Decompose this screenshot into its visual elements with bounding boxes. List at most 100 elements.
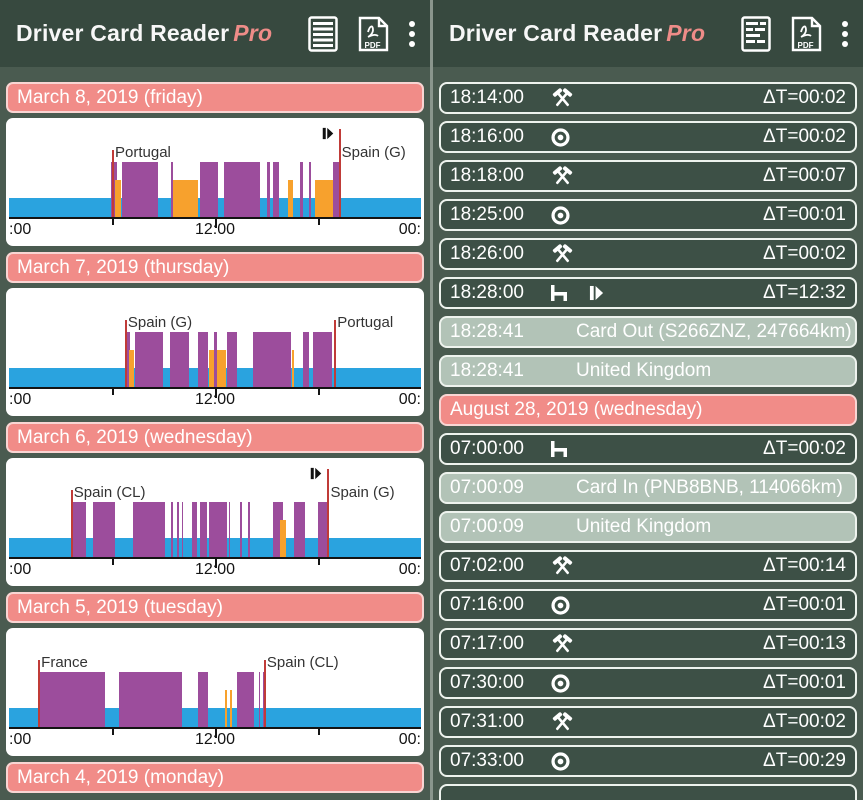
date-header[interactable]: March 5, 2019 (tuesday): [6, 592, 424, 623]
daily-activity-chart[interactable]: Spain (G) Portugal:00 12:00 00:: [6, 288, 424, 416]
activity-segment-drive: [332, 162, 339, 217]
charts-view-button[interactable]: [739, 14, 773, 54]
activity-segment-drive: [191, 502, 197, 557]
event-row[interactable]: 18:14:00 ΔT=00:02: [439, 82, 857, 114]
info-row[interactable]: 18:28:41 United Kingdom: [439, 355, 857, 387]
daily-activity-chart[interactable]: Spain (CL) Spain (G):00 12:00 00:: [6, 458, 424, 586]
axis-tick: [112, 219, 114, 225]
country-label: Spain (G): [341, 144, 406, 161]
delta-time: ΔT=00:02: [763, 438, 846, 459]
card-eject-icon: [589, 285, 604, 301]
document-mini-charts-icon: [741, 15, 771, 52]
activity-segment-drive: [299, 162, 303, 217]
event-row[interactable]: 18:16:00 ΔT=00:02: [439, 121, 857, 153]
overflow-menu-button[interactable]: [839, 18, 851, 50]
report-list-button[interactable]: [306, 14, 340, 54]
event-row[interactable]: 07:17:00 ΔT=00:13: [439, 628, 857, 660]
daily-activity-chart[interactable]: France Spain (CL):00 12:00 00:: [6, 628, 424, 756]
activity-segment-drive: [135, 332, 163, 387]
delta-time: ΔT=00:02: [763, 243, 846, 264]
card-event-icon: [310, 466, 322, 481]
event-row[interactable]: 18:26:00 ΔT=00:02: [439, 238, 857, 270]
event-row[interactable]: 07:02:00 ΔT=00:14: [439, 550, 857, 582]
event-time: 07:31:00: [450, 711, 524, 732]
work-crossed-hammers-icon: [550, 165, 575, 187]
axis-tick-label: 12:00: [194, 561, 236, 578]
event-row[interactable]: 07:00:00 ΔT=00:02: [439, 433, 857, 465]
date-header[interactable]: March 7, 2019 (thursday): [6, 252, 424, 283]
event-row-partial[interactable]: [439, 784, 857, 800]
pdf-export-button[interactable]: PDF: [355, 14, 391, 54]
event-row[interactable]: 18:28:00 ΔT=12:32: [439, 277, 857, 309]
date-label: August 28, 2019 (wednesday): [450, 399, 703, 420]
delta-time: ΔT=00:02: [763, 126, 846, 147]
event-icons: [550, 711, 575, 733]
event-row[interactable]: 07:33:00 ΔT=00:29: [439, 745, 857, 777]
overflow-menu-button[interactable]: [406, 18, 418, 50]
activity-segment-work: [225, 690, 227, 727]
time-axis: [9, 387, 421, 389]
daily-charts-list: March 8, 2019 (friday) Portugal Spain (G):…: [0, 67, 430, 793]
chart-plot: Portugal Spain (G):00 12:00 00:: [9, 118, 421, 246]
activity-segment-work: [129, 350, 135, 387]
activity-segment-work: [115, 180, 122, 217]
rest-bed-icon: [550, 284, 571, 302]
app-bar-right: Driver Card Reader Pro PDF: [433, 0, 863, 67]
activity-segment-drive: [267, 162, 270, 217]
activity-segment-drive: [303, 332, 309, 387]
country-label: Spain (G): [330, 484, 395, 501]
chart-plot: Spain (G) Portugal:00 12:00 00:: [9, 288, 421, 416]
activity-segment-drive: [124, 332, 131, 387]
event-description: United Kingdom: [576, 360, 712, 381]
activity-segment-drive: [181, 502, 184, 557]
axis-tick-label: :00: [9, 391, 32, 408]
activity-segment-drive: [223, 162, 260, 217]
event-time: 07:17:00: [450, 633, 524, 654]
date-header[interactable]: March 4, 2019 (monday): [6, 762, 424, 793]
country-marker-line: [327, 469, 330, 557]
axis-tick: [215, 559, 217, 568]
activity-segment-drive: [237, 672, 255, 727]
country-label: Portugal: [115, 144, 171, 161]
delta-time: ΔT=00:01: [763, 672, 846, 693]
events-list: 18:14:00 ΔT=00:02 18:16:00 ΔT=00:02 18:18:00…: [433, 67, 863, 800]
event-row[interactable]: 07:16:00 ΔT=00:01: [439, 589, 857, 621]
activity-segment-drive: [132, 502, 166, 557]
date-header[interactable]: March 8, 2019 (friday): [6, 82, 424, 113]
activity-segment-drive: [199, 502, 208, 557]
activity-segment-work: [172, 180, 198, 217]
pdf-export-button[interactable]: PDF: [788, 14, 824, 54]
time-axis: [9, 217, 421, 219]
activity-segment-drive: [197, 672, 209, 727]
info-row[interactable]: 18:28:41 Card Out (S266ZNZ, 247664km): [439, 316, 857, 348]
activity-segment-work: [208, 350, 227, 387]
date-header[interactable]: March 6, 2019 (wednesday): [6, 422, 424, 453]
event-description: Card In (PNB8BNB, 114066km): [576, 477, 843, 498]
axis-tick-label: :00: [9, 561, 32, 578]
axis-tick: [318, 219, 320, 225]
activity-segment-drive: [214, 332, 217, 387]
event-row[interactable]: 18:18:00 ΔT=00:07: [439, 160, 857, 192]
daily-activity-chart[interactable]: Portugal Spain (G):00 12:00 00:: [6, 118, 424, 246]
event-row[interactable]: 07:31:00 ΔT=00:02: [439, 706, 857, 738]
event-row[interactable]: 18:25:00 ΔT=00:01: [439, 199, 857, 231]
event-time: 07:30:00: [450, 672, 524, 693]
svg-text:PDF: PDF: [365, 41, 381, 50]
country-marker-line: [263, 660, 266, 727]
rest-band: [9, 708, 421, 727]
activity-segment-drive: [252, 332, 292, 387]
delta-time: ΔT=00:07: [763, 165, 846, 186]
activity-segment-drive: [227, 332, 238, 387]
event-time: 18:28:41: [450, 321, 524, 342]
event-icons: [550, 751, 571, 772]
driving-circle-dot-icon: [550, 751, 571, 772]
time-axis: [9, 557, 421, 559]
info-row[interactable]: 07:00:09 Card In (PNB8BNB, 114066km): [439, 472, 857, 504]
info-row[interactable]: 07:00:09 United Kingdom: [439, 511, 857, 543]
delta-time: ΔT=00:02: [763, 711, 846, 732]
date-header-row[interactable]: August 28, 2019 (wednesday): [439, 394, 857, 426]
event-row[interactable]: 07:30:00 ΔT=00:01: [439, 667, 857, 699]
country-marker-line: [338, 129, 341, 217]
activity-segment-drive: [197, 332, 209, 387]
event-time: 18:28:41: [450, 360, 524, 381]
